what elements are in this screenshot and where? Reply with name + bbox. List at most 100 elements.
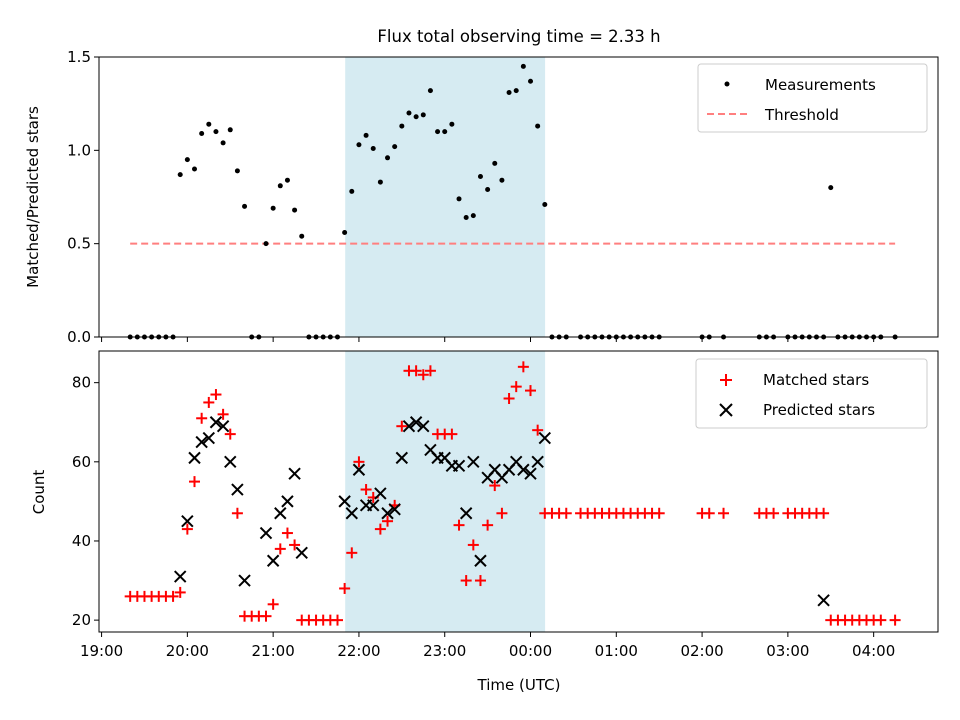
matched-star-point	[503, 392, 515, 404]
matched-star-point	[510, 381, 522, 393]
predicted-star-point	[538, 431, 552, 445]
measurement-point	[470, 213, 476, 219]
top-legend: Measurements Threshold	[697, 63, 928, 133]
predicted-star-point	[281, 495, 294, 508]
x-axis-label: Time (UTC)	[477, 676, 561, 694]
measurement-point	[177, 172, 183, 178]
predicted-star-point	[409, 416, 423, 429]
predicted-star-point	[517, 463, 530, 476]
x-tick-label: 19:00	[80, 642, 123, 660]
matched-star-point	[217, 408, 229, 420]
matched-star-point	[482, 519, 494, 531]
y-tick-label: 1.0	[67, 141, 91, 159]
predicted-star-point	[338, 495, 351, 508]
predicted-star-point	[202, 431, 216, 445]
measurement-point	[263, 241, 269, 247]
measurement-point	[499, 177, 505, 183]
measurement-point	[442, 129, 448, 135]
measurement-point	[349, 188, 355, 194]
measurement-point	[292, 207, 298, 213]
top-axes: 0.0 0.5 1.0 1.5 Matched/Predicted stars Mea…	[24, 48, 939, 346]
bottom-y-ticks: 20 40 60 80	[72, 374, 99, 629]
matched-star-point	[653, 507, 665, 519]
measurement-point	[492, 160, 498, 166]
predicted-star-point	[345, 507, 358, 520]
matched-star-point	[703, 507, 715, 519]
predicted-star-point	[374, 487, 387, 500]
y-tick-label: 40	[72, 532, 91, 550]
y-tick-label: 0.0	[67, 328, 91, 346]
matched-star-point	[331, 614, 343, 626]
x-tick-label: 04:00	[852, 642, 895, 660]
matched-star-point	[446, 428, 458, 440]
measurement-point	[506, 89, 512, 95]
matched-star-point	[210, 389, 222, 401]
x-tick-label: 23:00	[423, 642, 466, 660]
predicted-star-point	[231, 483, 244, 496]
predicted-star-point	[259, 526, 273, 540]
matched-star-point	[889, 614, 901, 626]
top-x-ticks	[101, 337, 875, 342]
measurement-point	[399, 123, 405, 129]
legend-predicted-label: Predicted stars	[763, 401, 875, 419]
measurement-point	[370, 145, 376, 151]
measurement-point	[528, 78, 534, 84]
matched-star-point	[181, 523, 193, 535]
predicted-star-point	[395, 451, 409, 465]
observing-window-shade	[345, 57, 546, 337]
observing-window-shade-bottom	[345, 351, 546, 632]
predicted-star-point	[188, 451, 201, 465]
bottom-plot-marks	[124, 361, 901, 626]
matched-star-point	[260, 610, 272, 622]
matched-star-point	[417, 369, 429, 381]
x-tick-label: 00:00	[509, 642, 552, 660]
matched-star-point	[424, 365, 436, 377]
measurement-point	[435, 129, 441, 135]
predicted-star-point	[459, 507, 473, 520]
measurement-point	[427, 88, 433, 94]
matched-star-point	[768, 507, 780, 519]
matched-star-point	[532, 424, 544, 436]
predicted-star-point	[274, 507, 287, 520]
predicted-star-point	[817, 594, 830, 607]
predicted-star-point	[352, 463, 366, 476]
matched-star-point	[353, 456, 365, 468]
measurement-point	[463, 215, 469, 221]
predicted-star-point	[216, 419, 230, 433]
y-tick-label: 0.5	[67, 235, 91, 253]
matched-star-point	[474, 575, 486, 587]
predicted-star-point	[266, 554, 280, 567]
matched-star-point	[281, 527, 293, 539]
measurement-point	[485, 187, 491, 193]
legend-matched-marker	[720, 374, 732, 386]
bottom-axes: 20 40 60 80 19:00 20:00 21:00 22:00 23:00 00:00 0…	[30, 350, 939, 694]
measurement-point	[377, 179, 383, 185]
predicted-star-point	[531, 455, 544, 469]
matched-star-point	[203, 396, 215, 408]
matched-star-point	[517, 361, 529, 373]
predicted-star-point	[181, 514, 194, 528]
measurement-point	[284, 177, 290, 183]
measurement-point	[184, 157, 190, 163]
y-tick-label: 1.5	[67, 48, 91, 66]
predicted-star-point	[367, 499, 380, 512]
x-tick-label: 22:00	[337, 642, 380, 660]
measurement-point	[192, 166, 198, 172]
measurement-point	[520, 63, 526, 69]
chart-title: Flux total observing time = 2.33 h	[377, 27, 660, 46]
legend-threshold-label: Threshold	[764, 106, 839, 124]
predicted-star-point	[452, 459, 466, 472]
y-tick-label: 20	[72, 611, 91, 629]
predicted-star-point	[381, 507, 394, 520]
measurement-point	[234, 168, 240, 174]
matched-star-point	[396, 420, 408, 432]
matched-star-point	[167, 590, 179, 602]
matched-star-point	[189, 476, 201, 488]
matched-star-point	[289, 539, 301, 551]
predicted-star-point	[524, 467, 537, 480]
predicted-star-point	[417, 419, 430, 433]
measurement-point	[542, 201, 548, 207]
legend-measurements-label: Measurements	[765, 76, 876, 94]
legend-predicted-marker	[719, 403, 733, 417]
